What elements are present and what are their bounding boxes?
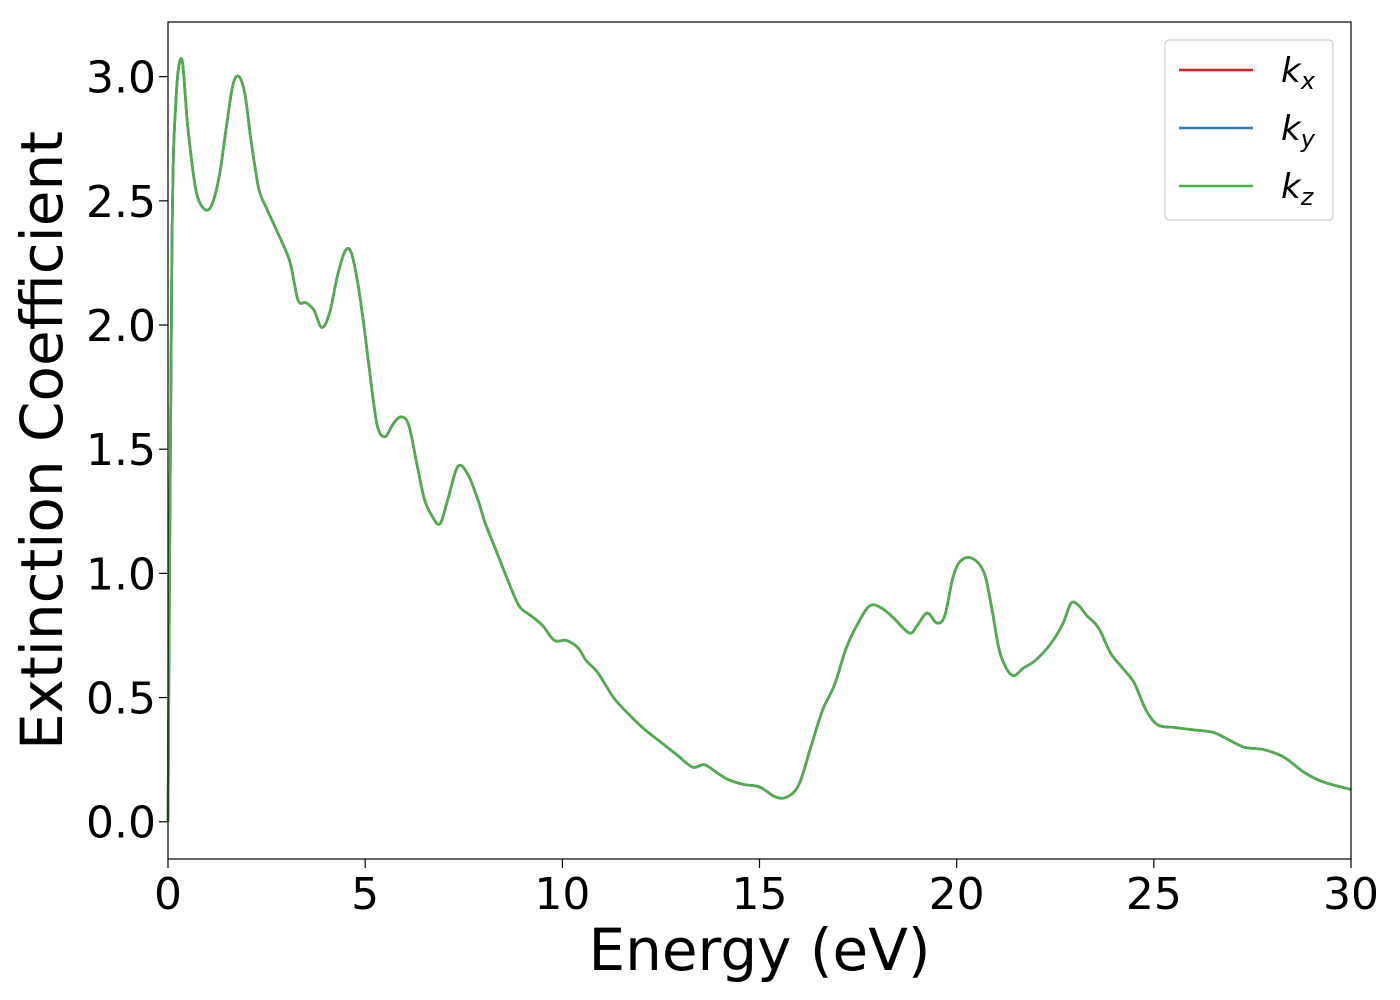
x-tick-label: 0 — [154, 869, 182, 920]
y-tick-label: 2.5 — [86, 177, 156, 228]
x-tick-label: 30 — [1323, 869, 1379, 920]
y-tick-label: 1.5 — [86, 425, 156, 476]
x-tick-label: 5 — [351, 869, 379, 920]
x-tick-label: 25 — [1126, 869, 1182, 920]
y-tick-label: 0.5 — [86, 674, 156, 725]
y-tick-label: 1.0 — [86, 549, 156, 600]
x-tick-label: 10 — [534, 869, 590, 920]
x-tick-label: 20 — [929, 869, 985, 920]
y-tick-label: 0.0 — [86, 798, 156, 849]
y-tick-label: 2.0 — [86, 301, 156, 352]
x-axis-title: Energy (eV) — [588, 916, 930, 984]
legend-label-kz: kz — [1281, 167, 1315, 211]
y-tick-label: 3.0 — [86, 53, 156, 104]
legend-box — [1164, 39, 1334, 221]
legend: kx ky kz — [1164, 39, 1334, 221]
y-axis: 0.0 0.5 1.0 1.5 2.0 2.5 3.0 — [86, 53, 168, 849]
series-layer — [166, 57, 1352, 822]
legend-label-ky: ky — [1281, 109, 1316, 153]
y-axis-title: Extinction Coefficient — [8, 131, 76, 750]
x-axis: 0 5 10 15 20 25 30 — [154, 859, 1379, 920]
x-tick-label: 15 — [732, 869, 788, 920]
series-line-kz — [166, 57, 1352, 822]
legend-label-kx: kx — [1281, 51, 1316, 95]
